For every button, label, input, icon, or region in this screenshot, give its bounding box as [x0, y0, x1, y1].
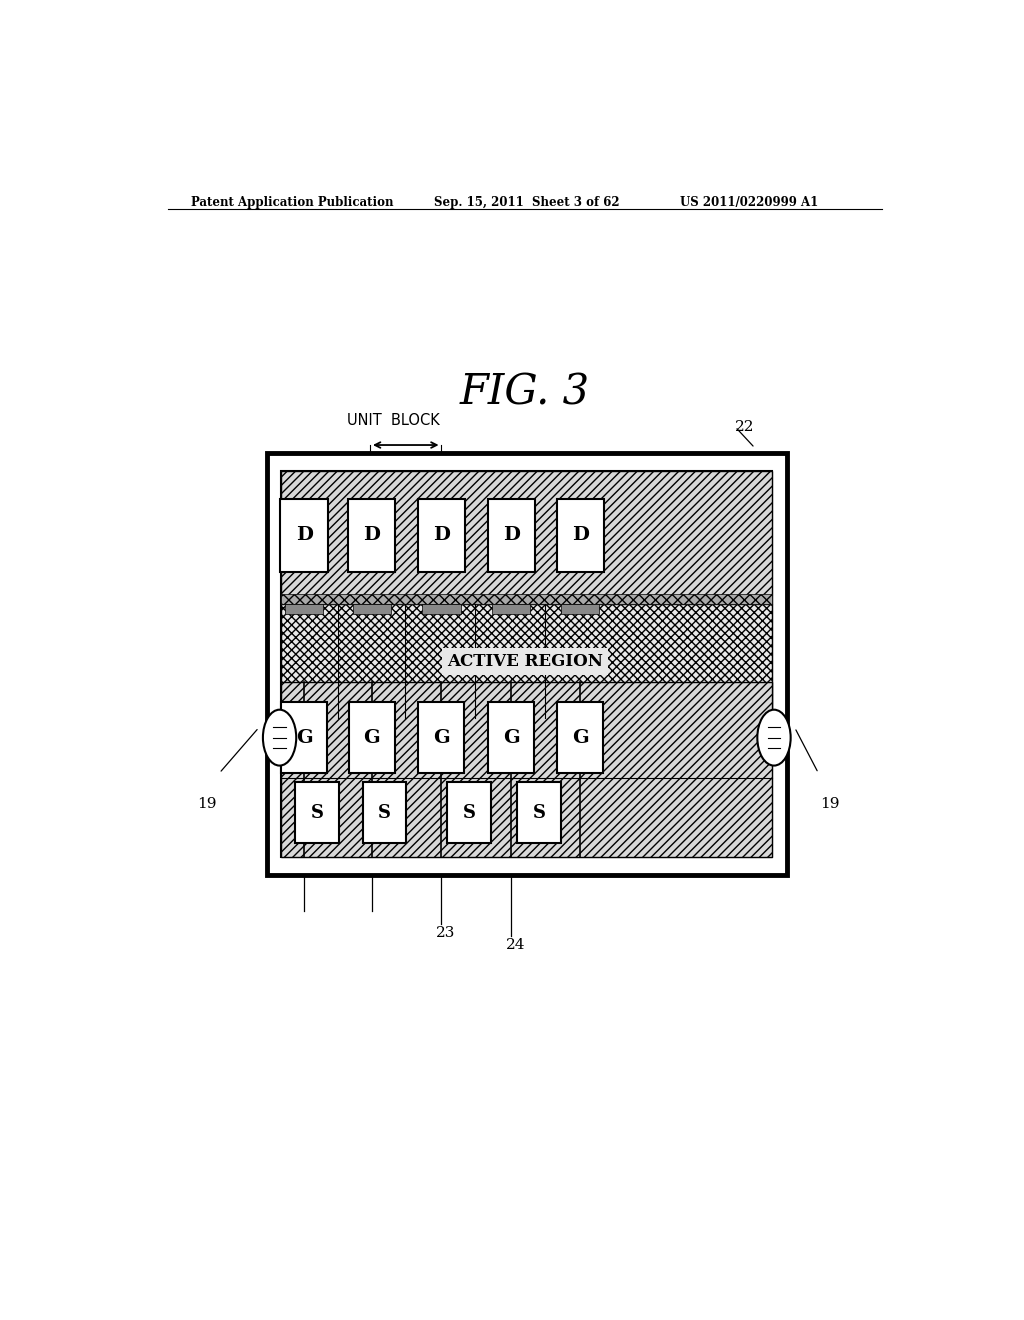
Bar — [267, 453, 786, 875]
Text: ACTIVE REGION: ACTIVE REGION — [446, 653, 603, 669]
Text: S: S — [463, 804, 476, 822]
Bar — [419, 702, 465, 774]
Text: 24: 24 — [506, 939, 525, 952]
Bar — [281, 499, 328, 572]
Bar — [423, 605, 461, 615]
Bar — [556, 499, 604, 572]
Bar — [352, 605, 391, 615]
Bar — [282, 605, 772, 718]
Bar — [561, 605, 599, 615]
Bar — [282, 702, 328, 774]
Text: S: S — [310, 804, 324, 822]
Bar — [348, 499, 395, 572]
Bar — [362, 783, 407, 843]
Bar — [295, 783, 339, 843]
Text: G: G — [433, 729, 450, 747]
Bar — [282, 471, 772, 605]
Bar — [557, 702, 603, 774]
Text: Patent Application Publication: Patent Application Publication — [191, 195, 394, 209]
Text: D: D — [433, 527, 450, 544]
Bar — [348, 702, 394, 774]
Bar — [487, 499, 536, 572]
Text: D: D — [571, 527, 589, 544]
Bar — [447, 783, 492, 843]
Bar — [419, 702, 465, 774]
Text: 19: 19 — [198, 797, 217, 810]
Bar — [493, 605, 530, 615]
Text: D: D — [296, 527, 312, 544]
Bar — [282, 594, 772, 605]
Text: UNIT  BLOCK: UNIT BLOCK — [347, 413, 440, 428]
Bar — [447, 783, 492, 843]
Bar — [418, 499, 465, 572]
Text: 22: 22 — [735, 420, 755, 434]
Ellipse shape — [263, 710, 296, 766]
Text: S: S — [532, 804, 546, 822]
Text: G: G — [364, 729, 380, 747]
Bar — [348, 499, 395, 572]
Ellipse shape — [758, 710, 791, 766]
Bar — [487, 499, 536, 572]
Text: G: G — [296, 729, 312, 747]
Bar — [282, 615, 772, 627]
Text: Sep. 15, 2011  Sheet 3 of 62: Sep. 15, 2011 Sheet 3 of 62 — [433, 195, 620, 209]
Bar — [285, 605, 324, 615]
Bar — [282, 681, 772, 857]
Bar — [557, 702, 603, 774]
Text: D: D — [364, 527, 380, 544]
Text: G: G — [572, 729, 589, 747]
Text: FIG. 3: FIG. 3 — [460, 372, 590, 414]
Bar — [282, 702, 328, 774]
Text: G: G — [503, 729, 519, 747]
Text: 19: 19 — [820, 797, 840, 810]
Bar — [517, 783, 561, 843]
Bar — [488, 702, 535, 774]
Bar — [517, 783, 561, 843]
Bar — [348, 702, 394, 774]
Bar — [488, 702, 535, 774]
Bar — [418, 499, 465, 572]
Text: D: D — [503, 527, 520, 544]
Text: US 2011/0220999 A1: US 2011/0220999 A1 — [680, 195, 818, 209]
Text: 23: 23 — [436, 925, 455, 940]
Text: S: S — [378, 804, 391, 822]
Bar — [295, 783, 339, 843]
Bar — [556, 499, 604, 572]
Bar — [281, 499, 328, 572]
Bar — [362, 783, 407, 843]
Bar — [282, 471, 772, 857]
